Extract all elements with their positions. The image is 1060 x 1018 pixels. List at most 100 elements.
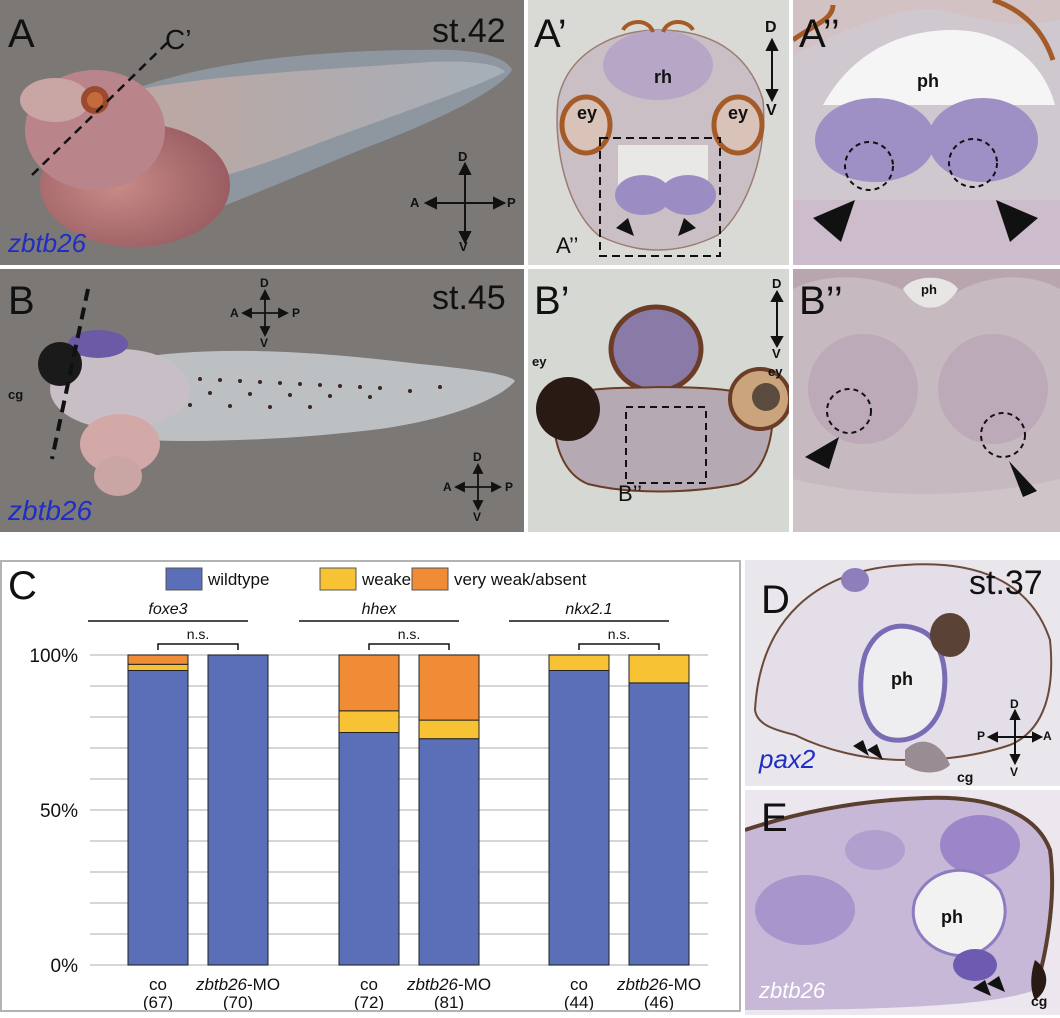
compass-d: D	[458, 149, 468, 164]
bar-segment-weaker	[338, 710, 400, 734]
section-b-prime-image	[536, 289, 789, 493]
gene-label: zbtb26	[759, 978, 826, 1003]
inset-label: B’’	[618, 481, 643, 506]
compass-p: P	[505, 480, 514, 494]
panel-letter: B’	[534, 279, 570, 323]
group-gene-label: nkx2.1	[565, 601, 612, 618]
panel-letter: C	[8, 564, 37, 608]
bar-n-label: (46)	[644, 993, 674, 1010]
eye-label-left: ey	[577, 103, 598, 123]
panel-letter: B	[8, 279, 35, 323]
bar-label: zbtb26-MO	[616, 975, 701, 994]
compass-p: P	[507, 195, 516, 210]
legend-label: very weak/absent	[454, 570, 587, 589]
legend-swatch	[165, 567, 203, 591]
legend-label: wildtype	[207, 570, 269, 589]
inset-label: A’’	[556, 233, 579, 258]
bar-segment-wildtype	[418, 738, 480, 966]
bar-n-label: (44)	[564, 993, 594, 1010]
compass-p: P	[292, 306, 301, 320]
cg-label: cg	[957, 769, 974, 785]
compass-d: D	[1010, 697, 1019, 711]
bar-n-label: (70)	[223, 993, 253, 1010]
bar-label: zbtb26-MO	[195, 975, 280, 994]
bar-label-gene: zbtb26	[195, 975, 248, 994]
y-tick-label: 100%	[29, 646, 78, 667]
bar-segment-absent	[418, 654, 480, 721]
compass-d: D	[260, 276, 269, 290]
compass-d: D	[473, 450, 482, 464]
compass-p: P	[977, 729, 986, 743]
axis-compass-icon	[240, 288, 290, 338]
rh-label: rh	[654, 67, 672, 87]
axis-compass-icon	[453, 462, 503, 512]
bar-segment-wildtype	[207, 654, 269, 966]
section-zbtb26-image	[745, 795, 1055, 1010]
y-tick-label: 50%	[40, 801, 78, 822]
legend-swatch	[411, 567, 449, 591]
axis-compass-icon	[423, 161, 507, 245]
panel-c-chart: C 0% 50% 100% wildtype weaker very weak/absen…	[0, 560, 741, 1012]
section-a-double-prime-image	[793, 0, 1060, 265]
bar-n-label: (81)	[434, 993, 464, 1010]
panel-e: E ph zbtb26 cg	[745, 790, 1060, 1015]
compass-a: A	[230, 306, 239, 320]
bar-segment-absent	[338, 654, 400, 712]
panel-letter: A	[8, 12, 35, 56]
eye-label-left: ey	[532, 354, 547, 369]
gene-label: pax2	[759, 744, 816, 774]
bar-segment-absent	[127, 654, 189, 665]
panel-a-double-prime: A’’ ph	[793, 0, 1060, 265]
bar-label: co	[570, 975, 588, 994]
bar-segment-weaker	[548, 654, 610, 671]
ph-label: ph	[921, 282, 937, 297]
axis-compass-icon	[770, 289, 784, 349]
panel-letter: A’	[534, 12, 567, 56]
eye-label-right: ey	[768, 364, 783, 379]
section-pax2-image	[753, 563, 1053, 773]
compass-v: V	[459, 239, 468, 254]
panel-a-prime: A’ rh ey ey A’’ D V	[528, 0, 789, 265]
bar-n-label: (67)	[143, 993, 173, 1010]
bar-label: zbtb26-MO	[406, 975, 491, 994]
bar-label: co	[149, 975, 167, 994]
bar-label-gene: zbtb26	[616, 975, 669, 994]
bar-n-label: (72)	[354, 993, 384, 1010]
bar-segment-wildtype	[338, 732, 400, 966]
significance-label: n.s.	[608, 626, 631, 642]
cg-label: cg	[8, 387, 24, 402]
section-a-prime-image	[556, 20, 779, 257]
compass-v: V	[260, 336, 269, 350]
group-gene-label: foxe3	[148, 601, 187, 618]
eye-label-right: ey	[728, 103, 749, 123]
tadpole-st45-image	[38, 288, 515, 512]
axis-compass-icon	[765, 37, 779, 103]
panel-letter: A’’	[799, 12, 840, 56]
compass-a: A	[1043, 729, 1052, 743]
significance-label: n.s.	[398, 626, 421, 642]
panel-b: B st.45 cg zbtb26 D V A P D V A P	[0, 269, 524, 532]
legend-label: weaker	[361, 570, 417, 589]
legend-swatch	[319, 567, 357, 591]
stage-label: st.45	[432, 279, 506, 317]
cg-label: cg	[1031, 993, 1048, 1009]
stacked-bar-chart: 0% 50% 100% wildtype weaker very weak/absent f…	[29, 567, 708, 1010]
ph-label: ph	[941, 907, 963, 927]
panel-b-double-prime: B’’ ph	[793, 269, 1060, 532]
bar-segment-wildtype	[628, 682, 690, 966]
panel-letter: B’’	[799, 279, 843, 323]
significance-bracket	[578, 643, 660, 650]
gene-label: zbtb26	[8, 495, 93, 526]
compass-v: V	[772, 346, 781, 361]
group-gene-label: hhex	[362, 601, 398, 618]
compass-d: D	[772, 276, 782, 291]
stage-label: st.42	[432, 12, 506, 50]
bar-label-suffix: -MO	[247, 975, 280, 994]
significance-label: n.s.	[187, 626, 210, 642]
panel-letter: E	[761, 796, 788, 840]
bar-segment-weaker	[628, 654, 690, 684]
y-tick-label: 0%	[51, 956, 79, 977]
bar-segment-wildtype	[127, 670, 189, 966]
compass-a: A	[410, 195, 420, 210]
ph-label: ph	[891, 669, 913, 689]
